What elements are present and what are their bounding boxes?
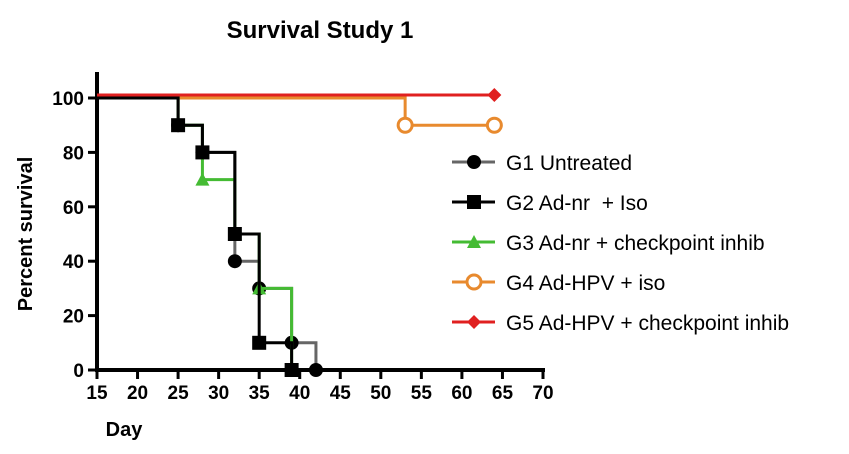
legend-marker <box>465 273 483 291</box>
data-point-marker <box>396 116 414 134</box>
x-tick-label: 40 <box>289 383 310 404</box>
x-axis-label: Day <box>106 419 144 441</box>
y-axis-label: Percent survival <box>15 157 37 312</box>
x-tick-label: 30 <box>208 383 229 404</box>
data-point-marker <box>227 254 242 269</box>
data-point-marker <box>195 145 210 160</box>
series-line-4 <box>97 96 495 127</box>
x-tick-label: 50 <box>370 383 391 404</box>
x-tick-label: 70 <box>532 383 553 404</box>
series-line-2 <box>97 96 294 370</box>
legend-label: G3 Ad-nr + checkpoint inhib <box>506 232 765 255</box>
x-tick-label: 35 <box>249 383 271 404</box>
legend-marker <box>467 315 481 329</box>
y-tick-label: 100 <box>52 89 84 110</box>
y-tick-label: 0 <box>73 361 84 382</box>
data-point-marker <box>227 227 242 241</box>
x-tick-label: 20 <box>127 383 148 404</box>
x-tick-label: 25 <box>168 383 190 404</box>
legend-label: G1 Untreated <box>506 152 632 175</box>
data-point-marker <box>487 88 502 102</box>
legend-marker <box>467 235 481 248</box>
data-point-marker <box>171 118 186 133</box>
data-point-marker <box>308 363 323 377</box>
data-point-marker <box>485 116 503 134</box>
series-line-1 <box>97 96 318 370</box>
x-tick-label: 60 <box>451 383 472 404</box>
x-tick-label: 45 <box>330 383 352 404</box>
series-line-3 <box>97 96 294 370</box>
x-tick-label: 55 <box>411 383 433 404</box>
y-tick-label: 80 <box>63 143 84 164</box>
legend-label: G4 Ad-HPV + iso <box>506 272 665 295</box>
x-tick-label: 15 <box>86 383 108 404</box>
legend-label: G5 Ad-HPV + checkpoint inhib <box>506 312 789 335</box>
x-tick-label: 65 <box>492 383 514 404</box>
legend-marker <box>467 195 481 209</box>
data-point-marker <box>195 172 210 186</box>
y-tick-label: 20 <box>63 307 84 328</box>
legend-marker <box>467 155 481 169</box>
legend-label: G2 Ad-nr + Iso <box>506 192 648 215</box>
y-tick-label: 60 <box>63 198 84 219</box>
y-tick-label: 40 <box>63 252 84 273</box>
data-point-marker <box>284 363 299 377</box>
chart-title: Survival Study 1 <box>227 17 414 44</box>
data-point-marker <box>252 335 267 350</box>
